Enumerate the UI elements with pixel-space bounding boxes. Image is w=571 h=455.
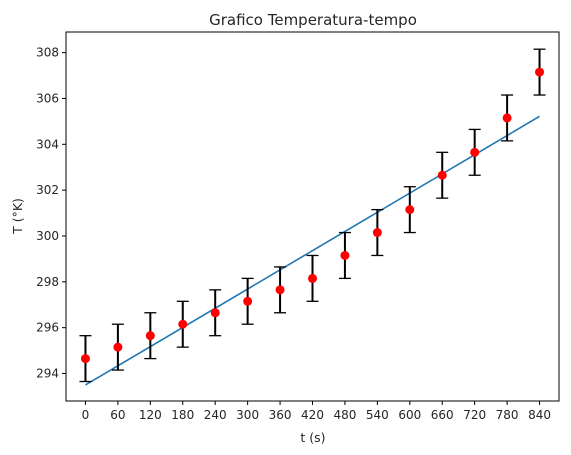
y-tick-label-1: 296 <box>36 321 59 335</box>
data-point-4 <box>210 308 220 318</box>
x-tick-label-13: 780 <box>496 408 519 422</box>
x-tick-label-11: 660 <box>431 408 454 422</box>
y-axis: 294 296 298 300 302 304 306 308 <box>36 46 66 380</box>
data-point-3 <box>178 319 188 329</box>
data-point-8 <box>340 250 350 260</box>
y-tick-label-0: 294 <box>36 366 59 380</box>
plot-area <box>79 48 546 386</box>
x-tick-label-7: 420 <box>301 408 324 422</box>
fit-line <box>85 115 540 386</box>
data-point-2 <box>145 331 155 341</box>
x-axis: 0 60 120 180 240 300 360 420 480 540 600 660 720 780 8… <box>82 401 551 422</box>
data-point-10 <box>405 205 415 215</box>
data-point-group-13 <box>501 94 514 142</box>
data-point-group-1 <box>111 323 124 371</box>
data-point-7 <box>308 273 317 283</box>
x-tick-label-10: 600 <box>398 408 421 422</box>
y-tick-label-6: 306 <box>36 91 59 105</box>
data-point-group-7 <box>306 254 319 302</box>
data-point-group-6 <box>274 266 287 314</box>
data-point-group-2 <box>144 312 157 360</box>
data-point-5 <box>243 296 253 306</box>
data-point-group-8 <box>338 231 351 280</box>
x-tick-label-1: 60 <box>110 408 125 422</box>
x-tick-label-4: 240 <box>204 408 227 422</box>
data-point-11 <box>437 170 447 180</box>
x-tick-label-12: 720 <box>463 408 486 422</box>
y-tick-label-2: 298 <box>36 275 59 289</box>
data-point-0 <box>80 354 90 364</box>
data-point-group-5 <box>241 277 254 325</box>
data-point-group-14 <box>533 48 546 96</box>
x-tick-label-8: 480 <box>333 408 356 422</box>
y-tick-label-7: 308 <box>36 46 59 60</box>
chart-title: Grafico Temperatura-tempo <box>209 11 417 29</box>
data-point-12 <box>470 147 480 157</box>
data-point-group-11 <box>436 151 449 199</box>
data-point-6 <box>275 285 285 295</box>
x-tick-label-9: 540 <box>366 408 389 422</box>
data-point-13 <box>502 113 512 123</box>
x-tick-label-3: 180 <box>171 408 194 422</box>
x-tick-label-14: 840 <box>528 408 551 422</box>
x-axis-label: t (s) <box>300 430 325 445</box>
data-point-group-10 <box>403 186 416 234</box>
data-point-14 <box>535 67 545 77</box>
x-tick-label-0: 0 <box>82 408 90 422</box>
y-axis-label: T (°K) <box>10 198 25 235</box>
x-tick-label-6: 360 <box>269 408 292 422</box>
y-tick-label-4: 302 <box>36 183 59 197</box>
data-point-9 <box>372 228 382 238</box>
y-tick-label-5: 304 <box>36 137 59 151</box>
data-point-group-9 <box>371 208 384 257</box>
x-tick-label-5: 300 <box>236 408 259 422</box>
x-tick-label-2: 120 <box>139 408 162 422</box>
y-tick-label-3: 300 <box>36 229 59 243</box>
data-point-1 <box>113 342 123 352</box>
plot-frame <box>65 31 560 402</box>
data-point-group-0 <box>79 335 92 383</box>
data-point-group-3 <box>176 300 189 348</box>
data-point-group-4 <box>209 289 222 337</box>
data-point-group-12 <box>468 128 481 176</box>
